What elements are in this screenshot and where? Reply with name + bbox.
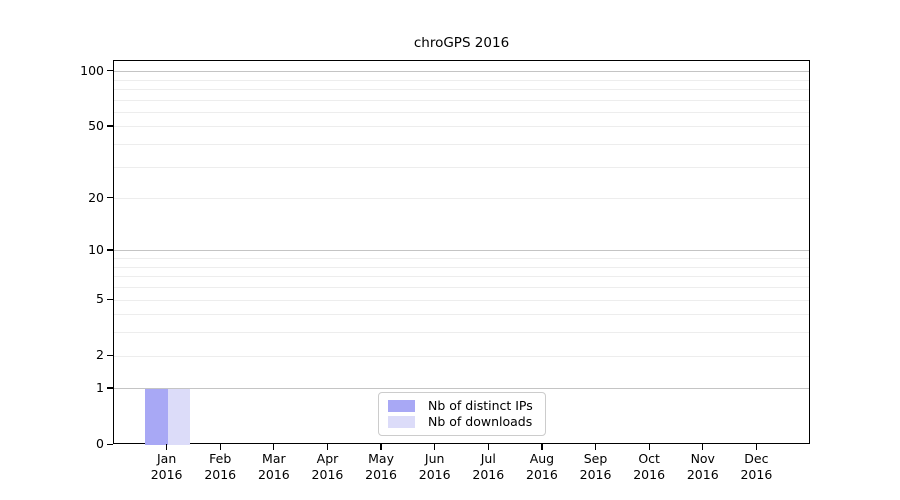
x-tick-label: Apr 2016 <box>295 451 359 482</box>
gridline-minor <box>114 79 809 81</box>
gridline-minor <box>114 88 809 90</box>
x-tick-label: Jan 2016 <box>135 451 199 482</box>
x-tick-label: Jul 2016 <box>456 451 520 482</box>
gridline-minor <box>114 287 809 289</box>
x-tick-year: 2016 <box>579 466 612 482</box>
x-tick-mark <box>702 444 704 450</box>
x-tick-mark <box>166 444 168 450</box>
y-tick-label: 100 <box>80 62 104 78</box>
x-tick-mark <box>434 444 436 450</box>
x-tick-year: 2016 <box>418 466 451 482</box>
x-tick-mark <box>380 444 382 450</box>
x-tick-mark <box>648 444 650 450</box>
y-tick-label: 0 <box>96 436 104 451</box>
y-tick-mark <box>107 197 113 199</box>
x-tick-year: 2016 <box>150 466 183 482</box>
legend-label: Nb of distinct IPs <box>428 398 533 413</box>
legend-swatch <box>388 416 415 428</box>
x-tick-label: Feb 2016 <box>188 451 252 482</box>
gridline-major <box>114 71 809 73</box>
x-tick-label: May 2016 <box>349 451 413 482</box>
y-tick-label: 2 <box>96 347 104 363</box>
x-tick-month: Mar <box>262 451 286 466</box>
y-tick-mark <box>107 70 113 72</box>
gridline-minor <box>114 144 809 146</box>
legend-item: Nb of distinct IPs <box>388 398 536 414</box>
x-tick-mark <box>755 444 757 450</box>
x-tick-month: Dec <box>744 451 769 466</box>
x-tick-label: Aug 2016 <box>510 451 574 482</box>
x-tick-label: Oct 2016 <box>617 451 681 482</box>
x-tick-mark <box>326 444 329 450</box>
y-tick-label: 50 <box>88 117 104 133</box>
x-tick-month: Oct <box>638 451 660 466</box>
x-tick-month: Jan <box>156 451 177 466</box>
x-tick-month: Aug <box>529 451 555 466</box>
x-tick-year: 2016 <box>633 466 666 482</box>
x-tick-year: 2016 <box>472 466 505 482</box>
gridline-minor <box>114 299 809 301</box>
gridline-major <box>114 388 809 390</box>
gridline-minor <box>114 266 809 268</box>
y-tick-mark <box>107 125 113 127</box>
y-tick-label: 1 <box>96 379 104 395</box>
x-tick-month: Jul <box>480 451 496 466</box>
y-tick-mark <box>107 354 113 356</box>
x-tick-month: Nov <box>690 451 715 466</box>
x-tick-label: Sep 2016 <box>564 451 628 482</box>
gridline-minor <box>114 111 809 113</box>
y-tick-mark <box>107 443 113 445</box>
gridline-minor <box>114 276 809 278</box>
legend-item: Nb of downloads <box>388 414 536 430</box>
x-tick-month: May <box>368 451 394 466</box>
y-tick-mark <box>107 298 113 300</box>
gridline-minor <box>114 99 809 101</box>
plot-area <box>113 60 810 445</box>
legend-swatch <box>388 400 415 412</box>
x-tick-label: Jun 2016 <box>403 451 467 482</box>
y-tick-label: 5 <box>96 291 104 307</box>
x-tick-month: Apr <box>316 451 339 466</box>
bar <box>145 388 168 445</box>
x-tick-year: 2016 <box>740 466 773 482</box>
x-tick-mark <box>541 444 543 450</box>
bar <box>167 388 191 445</box>
chart-title: chroGPS 2016 <box>413 35 510 51</box>
x-tick-mark <box>219 444 221 450</box>
x-tick-mark <box>594 444 597 450</box>
gridline-major <box>114 250 809 252</box>
x-tick-year: 2016 <box>526 466 558 482</box>
x-tick-label: Dec 2016 <box>724 451 788 482</box>
x-tick-label: Mar 2016 <box>242 451 306 482</box>
y-tick-label: 20 <box>88 189 104 205</box>
x-tick-year: 2016 <box>686 466 719 482</box>
gridline-minor <box>114 332 809 334</box>
x-tick-mark <box>273 444 275 450</box>
x-tick-year: 2016 <box>311 466 344 482</box>
x-tick-year: 2016 <box>257 466 290 482</box>
y-tick-mark <box>107 387 113 389</box>
x-tick-month: Feb <box>209 451 232 466</box>
x-tick-year: 2016 <box>365 466 397 482</box>
x-tick-label: Nov 2016 <box>671 451 735 482</box>
legend-label: Nb of downloads <box>428 414 533 429</box>
x-tick-mark <box>487 444 489 450</box>
gridline-minor <box>114 258 809 260</box>
x-tick-year: 2016 <box>204 466 237 482</box>
y-tick-label: 10 <box>88 241 104 257</box>
gridline-minor <box>114 314 809 316</box>
gridline-minor <box>114 126 809 128</box>
legend: Nb of distinct IPs Nb of downloads <box>378 392 546 436</box>
gridline-minor <box>114 198 809 200</box>
x-tick-month: Sep <box>583 451 608 466</box>
gridline-minor <box>114 166 809 168</box>
gridline-minor <box>114 355 809 357</box>
y-tick-mark <box>107 249 113 251</box>
x-tick-month: Jun <box>424 451 445 466</box>
